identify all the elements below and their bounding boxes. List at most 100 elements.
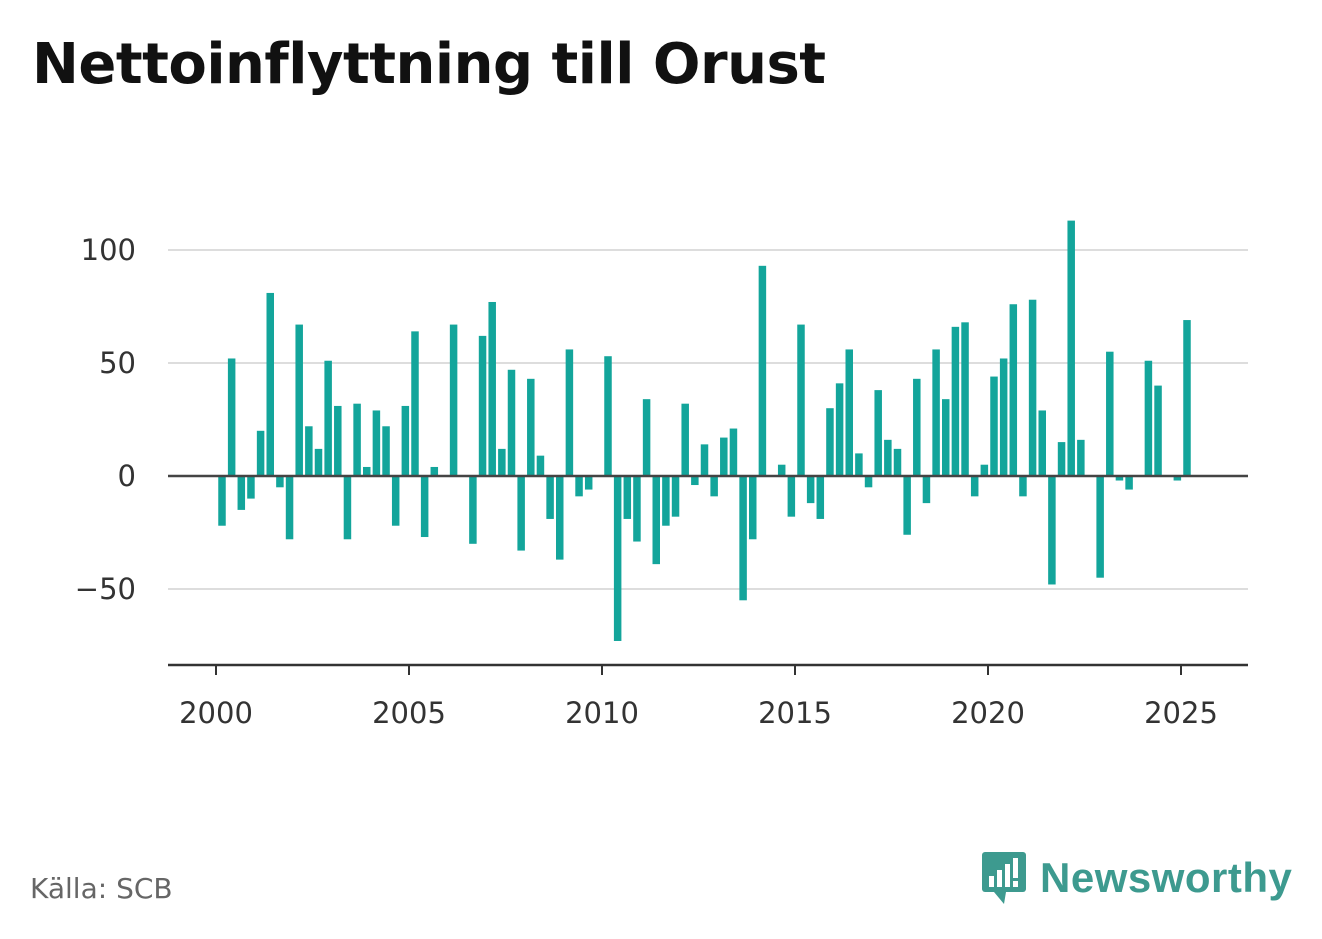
x-tick-label: 2010 bbox=[565, 696, 639, 730]
bar bbox=[729, 428, 738, 476]
bar bbox=[710, 476, 718, 497]
bar bbox=[903, 476, 911, 535]
bar bbox=[430, 466, 439, 476]
bar bbox=[382, 426, 390, 476]
bar bbox=[584, 476, 593, 490]
bar bbox=[343, 476, 352, 540]
bar bbox=[556, 476, 564, 560]
bar bbox=[739, 476, 747, 601]
bar bbox=[276, 476, 284, 488]
bar bbox=[1144, 360, 1153, 476]
bar bbox=[1038, 410, 1046, 476]
bar bbox=[1154, 385, 1162, 476]
bar bbox=[1115, 476, 1124, 481]
bar bbox=[372, 410, 381, 476]
bar bbox=[353, 403, 361, 476]
bar bbox=[787, 476, 796, 517]
bar bbox=[237, 476, 246, 510]
bar bbox=[855, 453, 863, 476]
bar bbox=[498, 448, 506, 476]
bar bbox=[874, 390, 882, 476]
bar bbox=[652, 476, 660, 565]
bar bbox=[662, 476, 670, 526]
bar bbox=[999, 358, 1008, 476]
bar bbox=[613, 476, 622, 641]
bar bbox=[478, 335, 487, 476]
bar bbox=[449, 324, 458, 476]
bar bbox=[1096, 476, 1104, 578]
bar bbox=[642, 399, 651, 476]
bar bbox=[420, 476, 429, 538]
bar bbox=[266, 292, 274, 476]
bar bbox=[970, 476, 979, 497]
bar bbox=[1077, 439, 1085, 476]
bars bbox=[218, 220, 1191, 641]
bar bbox=[633, 476, 641, 542]
bar bbox=[1173, 476, 1182, 481]
bar bbox=[334, 405, 342, 476]
bar bbox=[816, 476, 825, 519]
y-tick-label: −50 bbox=[75, 572, 136, 606]
bar bbox=[1183, 320, 1191, 476]
bar bbox=[623, 476, 632, 519]
bar bbox=[527, 378, 535, 476]
newsworthy-logo-icon bbox=[982, 852, 1026, 904]
bar bbox=[720, 437, 728, 476]
bar bbox=[363, 466, 371, 476]
bar bbox=[314, 448, 323, 476]
bar bbox=[1067, 220, 1075, 476]
bar bbox=[990, 376, 998, 476]
bar bbox=[681, 403, 689, 476]
bar bbox=[227, 358, 236, 476]
bar bbox=[488, 301, 496, 476]
bar bbox=[835, 383, 844, 476]
bar bbox=[295, 324, 303, 476]
bar bbox=[1057, 442, 1066, 476]
bar bbox=[758, 265, 767, 476]
bar bbox=[1048, 476, 1056, 585]
bar bbox=[884, 439, 892, 476]
chart-title: Nettoinflyttning till Orust bbox=[32, 32, 826, 97]
bar bbox=[469, 476, 477, 544]
y-axis-labels: −50 0 50 100 bbox=[75, 233, 136, 606]
y-tick-label: 50 bbox=[99, 346, 136, 380]
bar bbox=[517, 476, 525, 551]
bar bbox=[951, 326, 960, 476]
bar bbox=[913, 378, 921, 476]
bar bbox=[575, 476, 583, 497]
x-tick-label: 2015 bbox=[758, 696, 832, 730]
bar bbox=[1125, 476, 1133, 490]
x-tick-label: 2020 bbox=[951, 696, 1025, 730]
bar bbox=[507, 369, 516, 476]
bar bbox=[256, 430, 265, 476]
bar bbox=[980, 464, 989, 476]
bar bbox=[1106, 351, 1114, 476]
y-tick-label: 100 bbox=[81, 233, 136, 267]
x-axis-labels: 2000 2005 2010 2015 2020 2025 bbox=[179, 696, 1218, 730]
bar bbox=[845, 349, 853, 476]
bar bbox=[247, 476, 255, 499]
bar bbox=[691, 476, 699, 486]
bar bbox=[932, 349, 940, 476]
bar bbox=[1019, 476, 1027, 497]
bar bbox=[671, 476, 680, 517]
bar bbox=[893, 448, 902, 476]
bar bbox=[749, 476, 757, 540]
bar bbox=[546, 476, 554, 519]
axes bbox=[168, 474, 1248, 675]
bar bbox=[401, 405, 410, 476]
x-tick-label: 2025 bbox=[1144, 696, 1218, 730]
bar bbox=[411, 331, 419, 476]
bar bbox=[806, 476, 815, 504]
y-tick-label: 0 bbox=[118, 459, 136, 493]
source-note: Källa: SCB bbox=[30, 872, 173, 905]
bar bbox=[604, 356, 612, 476]
bar bbox=[536, 455, 545, 476]
bar bbox=[826, 408, 834, 476]
x-tick-label: 2000 bbox=[179, 696, 253, 730]
bar bbox=[1028, 299, 1037, 476]
bar bbox=[1009, 304, 1018, 476]
x-tick-label: 2005 bbox=[372, 696, 446, 730]
bar bbox=[565, 349, 574, 476]
